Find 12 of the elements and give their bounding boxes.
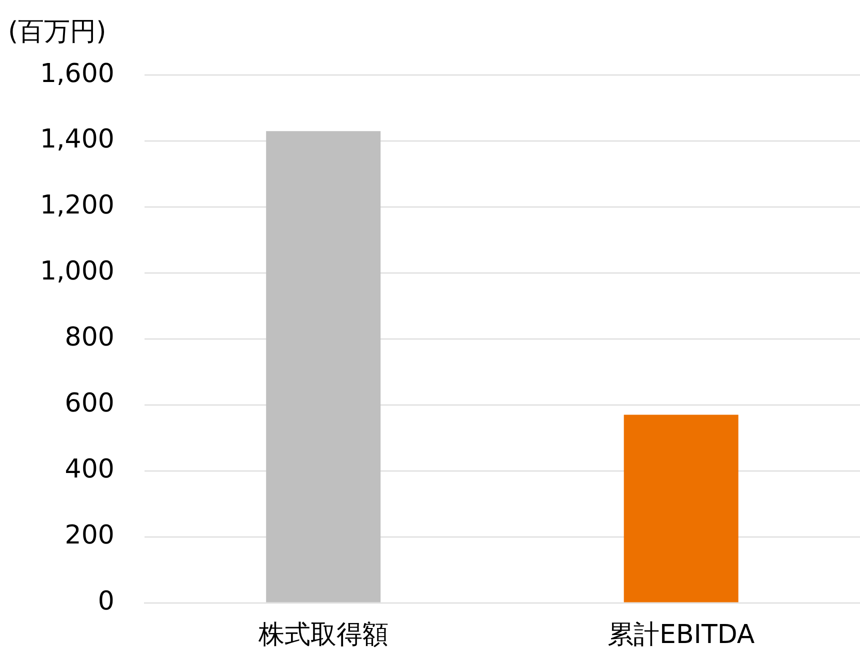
x-tick-label: 株式取得額: [257, 620, 388, 650]
y-tick-label: 200: [64, 520, 114, 551]
x-tick-label: 累計EBITDA: [608, 620, 755, 650]
y-tick-label: 1,200: [40, 190, 114, 221]
y-tick-label: 1,000: [40, 256, 114, 287]
y-tick-label: 400: [64, 454, 114, 485]
y-tick-label: 1,400: [40, 124, 114, 155]
y-tick-label: 0: [98, 586, 114, 617]
y-tick-label: 800: [64, 322, 114, 353]
y-tick-label: 600: [64, 388, 114, 419]
y-axis-title: (百万円): [8, 16, 106, 47]
y-tick-label: 1,600: [40, 58, 114, 89]
